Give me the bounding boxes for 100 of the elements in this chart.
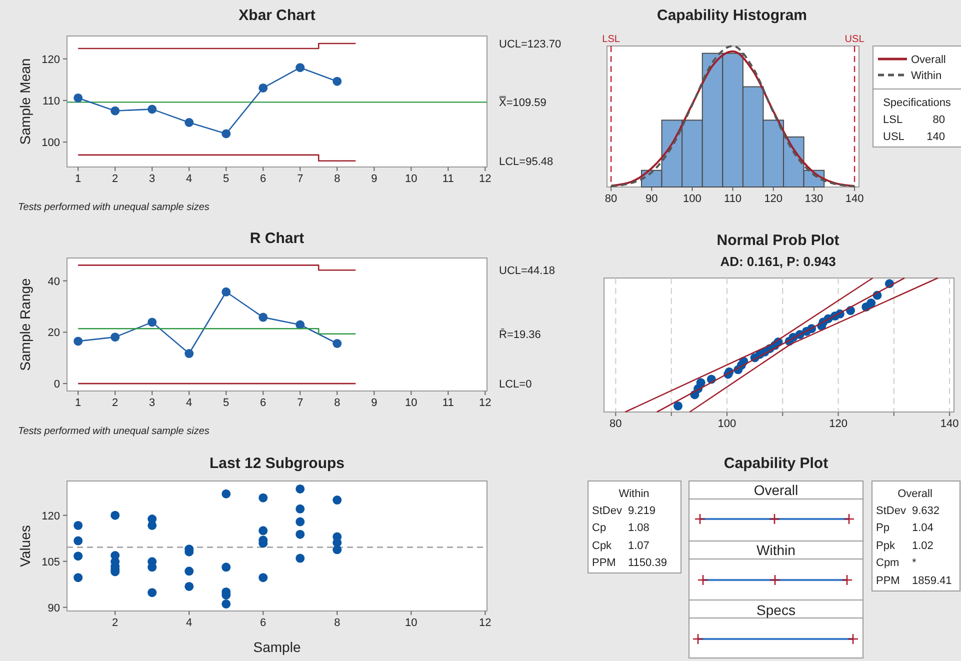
text: 1150.39 xyxy=(628,557,667,569)
text: Tests performed with unequal sample sizes xyxy=(18,202,210,213)
x-tick-label: 1 xyxy=(75,173,82,185)
text: Cpk xyxy=(592,540,612,552)
x-tick-label: 9 xyxy=(371,173,378,185)
text: Cpm xyxy=(876,557,900,569)
x-tick-label: 120 xyxy=(829,418,848,430)
text: Cp xyxy=(592,522,606,534)
text: Specs xyxy=(756,602,796,618)
x-tick-label: 4 xyxy=(186,397,192,409)
x-tick-label: 5 xyxy=(223,173,230,185)
x-tick-label: 10 xyxy=(405,617,418,629)
text: StDev xyxy=(876,505,906,517)
y-tick-label: 90 xyxy=(48,602,60,614)
x-tick-label: 130 xyxy=(804,193,824,205)
text: UCL=123.70 xyxy=(499,38,562,50)
text: Pp xyxy=(876,522,890,534)
legend-label: Overall xyxy=(911,54,946,66)
x-tick-label: 4 xyxy=(186,617,192,629)
ref-line-label: LSL xyxy=(602,34,620,45)
text: 1.04 xyxy=(912,522,934,534)
x-tick-label: 1 xyxy=(75,397,82,409)
x-tick-label: 8 xyxy=(334,173,340,185)
text: LCL=95.48 xyxy=(499,156,554,168)
x-tick-label: 140 xyxy=(940,418,959,430)
text: 1.02 xyxy=(912,540,934,552)
legend-label: Within xyxy=(911,70,942,82)
text: Within xyxy=(618,488,650,500)
text: 80 xyxy=(932,114,945,126)
x-tick-label: 6 xyxy=(260,173,266,185)
chart-title: Last 12 Subgroups xyxy=(209,455,345,472)
x-tick-label: 80 xyxy=(604,193,618,205)
y-tick-label: 40 xyxy=(48,276,60,288)
x-tick-label: 10 xyxy=(405,173,418,185)
ref-line-label: USL xyxy=(844,34,865,45)
chart-title: Capability Histogram xyxy=(656,7,808,24)
y-tick-label: 120 xyxy=(42,54,60,66)
x-tick-label: 11 xyxy=(442,397,454,409)
chart-title: R Chart xyxy=(250,230,304,247)
text: PPM xyxy=(592,557,616,569)
text: 1859.41 xyxy=(912,575,952,587)
chart-title: Normal Prob Plot xyxy=(716,232,840,249)
text: 1.07 xyxy=(628,540,650,552)
text: R̄=19.36 xyxy=(499,328,541,341)
y-tick-label: 20 xyxy=(48,327,60,340)
x-tick-label: 11 xyxy=(442,173,454,185)
y-axis-title: Sample Mean xyxy=(17,58,33,145)
y-axis-title: Values xyxy=(17,525,33,567)
text: 1.08 xyxy=(628,522,650,534)
x-tick-label: 100 xyxy=(683,193,702,205)
text: USL xyxy=(883,131,904,143)
text: StDev xyxy=(592,505,622,517)
x-tick-label: 7 xyxy=(297,173,304,185)
text: * xyxy=(912,557,917,569)
y-tick-label: 105 xyxy=(42,556,60,568)
x-tick-label: 12 xyxy=(479,173,492,185)
x-tick-label: 100 xyxy=(718,418,736,430)
x-tick-label: 2 xyxy=(112,617,118,629)
x-tick-label: 3 xyxy=(149,173,156,185)
x-tick-label: 10 xyxy=(405,397,418,409)
text: Overall xyxy=(754,482,798,498)
text: Capability Plot xyxy=(724,455,828,472)
y-tick-label: 0 xyxy=(54,378,60,391)
chart-subtitle: AD: 0.161, P: 0.943 xyxy=(720,254,836,269)
text: LSL xyxy=(883,114,903,126)
text: Specifications xyxy=(883,97,952,109)
x-tick-label: 120 xyxy=(764,193,783,205)
x-tick-label: 6 xyxy=(260,397,266,409)
text: UCL=44.18 xyxy=(499,265,555,278)
x-tick-label: 140 xyxy=(845,193,864,205)
x-tick-label: 4 xyxy=(186,173,192,185)
text: 140 xyxy=(926,131,945,143)
chart-title: Xbar Chart xyxy=(238,7,316,24)
text: Overall xyxy=(898,488,932,500)
text: 9.219 xyxy=(628,505,656,517)
y-axis-title: Sample Range xyxy=(17,278,33,371)
x-tick-label: 2 xyxy=(112,173,118,185)
x-axis-title: Sample xyxy=(253,639,301,655)
y-tick-label: 120 xyxy=(42,510,60,522)
x-tick-label: 6 xyxy=(260,617,266,629)
text: Within xyxy=(756,542,796,558)
text: Ppk xyxy=(876,540,896,552)
text: PPM xyxy=(876,575,900,587)
x-tick-label: 7 xyxy=(297,397,304,409)
x-tick-label: 8 xyxy=(334,617,340,629)
x-tick-label: 2 xyxy=(112,397,118,409)
x-tick-label: 12 xyxy=(479,617,492,629)
x-tick-label: 9 xyxy=(371,397,378,409)
x-tick-label: 8 xyxy=(334,397,340,409)
text: LCL=0 xyxy=(499,378,532,391)
x-tick-label: 5 xyxy=(223,397,230,409)
text: 9.632 xyxy=(912,505,940,517)
x-tick-label: 80 xyxy=(610,418,622,430)
y-tick-label: 110 xyxy=(42,95,60,108)
x-tick-label: 90 xyxy=(646,193,658,205)
text: Tests performed with unequal sample sizes xyxy=(18,426,210,437)
ref-line-label: X̿=109.59 xyxy=(498,96,546,110)
x-tick-label: 110 xyxy=(724,193,742,205)
y-tick-label: 100 xyxy=(42,137,60,150)
x-tick-label: 3 xyxy=(149,397,156,409)
